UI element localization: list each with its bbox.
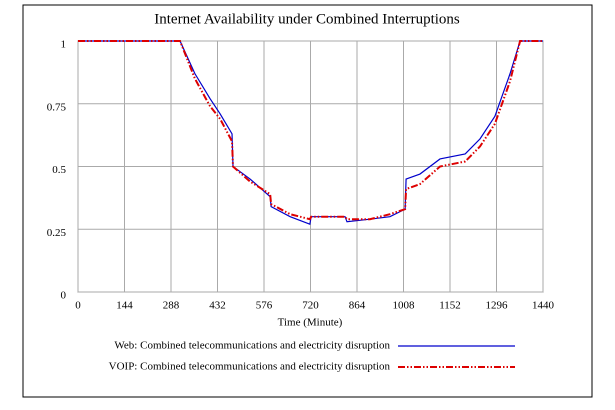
x-tick-label: 432: [209, 300, 226, 312]
x-tick-label: 720: [302, 300, 319, 312]
y-tick-label: 0.75: [47, 101, 67, 113]
x-tick-label: 576: [256, 300, 273, 312]
x-tick-label: 1152: [439, 300, 461, 312]
chart-title: Internet Availability under Combined Int…: [154, 11, 460, 27]
x-tick-label: 0: [75, 300, 81, 312]
series-line: [78, 40, 543, 221]
x-tick-label: 1440: [532, 300, 555, 312]
y-tick-label: 0.5: [52, 164, 66, 176]
x-tick-label: 1008: [393, 300, 416, 312]
legend-label: VOIP: Combined telecommunications and el…: [109, 361, 391, 373]
legend-label: Web: Combined telecommunications and ele…: [114, 340, 390, 352]
y-tick-label: 0.25: [47, 227, 67, 239]
frame: [22, 4, 593, 398]
x-tick-label: 864: [349, 300, 366, 312]
x-tick-label: 288: [163, 300, 180, 312]
x-tick-label: 144: [116, 300, 133, 312]
y-tick-label: 1: [61, 39, 67, 51]
y-tick-label: 0: [61, 290, 67, 302]
x-tick-label: 1296: [486, 300, 509, 312]
x-axis-label: Time (Minute): [278, 317, 343, 329]
series-line: [78, 40, 543, 226]
